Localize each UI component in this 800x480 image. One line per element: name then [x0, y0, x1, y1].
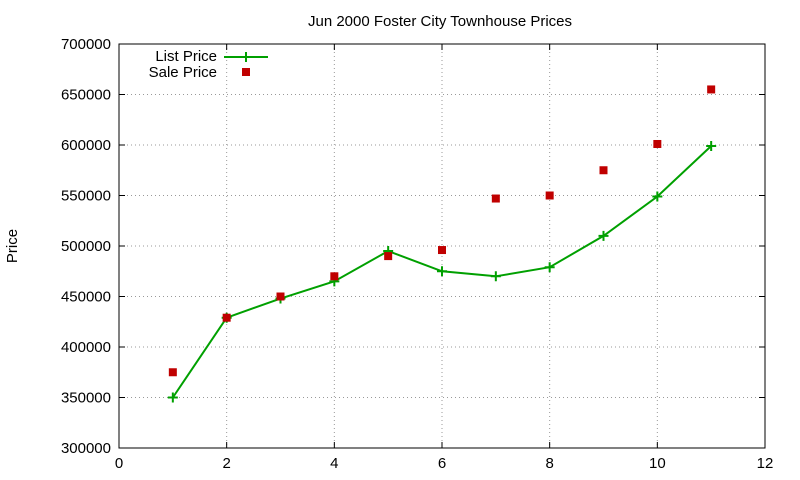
y-tick-label: 500000: [61, 238, 111, 255]
point-list-price: [167, 392, 178, 403]
plot-frame: [118, 43, 766, 449]
point-sale-price: [653, 139, 662, 148]
point-sale-price: [330, 272, 339, 281]
point-sale-price: [384, 252, 393, 261]
point-list-price: [598, 230, 609, 241]
point-list-price: [706, 141, 717, 152]
y-tick-label: 550000: [61, 188, 111, 205]
legend-label-list-price: List Price: [155, 48, 217, 65]
y-tick-label: 300000: [61, 440, 111, 457]
point-sale-price: [491, 194, 500, 203]
legend-label-sale-price: Sale Price: [149, 64, 217, 81]
series-layer: [167, 85, 717, 403]
legend-marker-sale-price: [242, 68, 250, 76]
point-sale-price: [707, 85, 716, 94]
y-tick-label: 600000: [61, 137, 111, 154]
point-list-price: [544, 262, 555, 273]
x-tick-label: 8: [545, 455, 553, 472]
x-tick-label: 4: [330, 455, 338, 472]
axis-ticks: 300000 350000 400000 450000 500000 550000 6000…: [61, 36, 773, 472]
legend-marker-list-price: [241, 52, 251, 62]
point-list-price: [490, 271, 501, 282]
x-tick-label: 10: [649, 455, 666, 472]
y-axis-label: Price: [4, 229, 21, 263]
x-tick-label: 0: [115, 455, 123, 472]
chart-title: Jun 2000 Foster City Townhouse Prices: [308, 13, 572, 30]
x-tick-label: 2: [222, 455, 230, 472]
point-sale-price: [438, 246, 446, 255]
point-list-price: [437, 266, 447, 277]
y-tick-label: 350000: [61, 390, 111, 407]
grid: [119, 44, 765, 448]
y-tick-label: 450000: [61, 289, 111, 306]
point-list-price: [652, 191, 663, 202]
point-sale-price: [222, 313, 231, 322]
y-tick-label: 650000: [61, 87, 111, 104]
point-sale-price: [545, 191, 554, 200]
x-tick-label: 6: [438, 455, 446, 472]
point-sale-price: [168, 368, 177, 377]
x-tick-label: 12: [757, 455, 774, 472]
point-sale-price: [276, 292, 285, 301]
y-tick-label: 700000: [61, 36, 111, 53]
y-tick-label: 400000: [61, 339, 111, 356]
legend: List Price Sale Price: [149, 48, 268, 81]
point-sale-price: [599, 166, 608, 175]
